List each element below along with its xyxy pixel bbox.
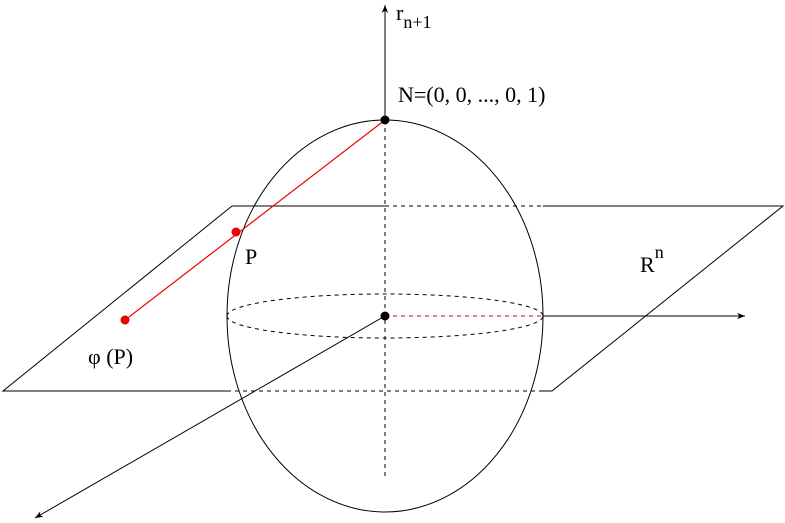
axis-label-subscript: n+1 — [403, 12, 431, 32]
center — [380, 311, 390, 321]
plane-label-superscript: n — [655, 242, 664, 262]
diagonal-axis — [34, 315, 386, 519]
point-p — [231, 227, 241, 237]
point-label: P — [245, 244, 257, 269]
north-label: N=(0, 0, ..., 0, 1) — [398, 82, 545, 107]
plane-label: Rn — [640, 242, 664, 277]
equator-back — [226, 293, 544, 317]
projection-label: φ (P) — [88, 344, 133, 369]
axis-label-base: r — [396, 0, 404, 25]
plane-label-base: R — [640, 252, 655, 277]
north-pole — [380, 115, 390, 125]
axis-label: rn+1 — [396, 0, 431, 32]
projection-line — [124, 119, 386, 321]
point-phi-p — [120, 315, 130, 325]
